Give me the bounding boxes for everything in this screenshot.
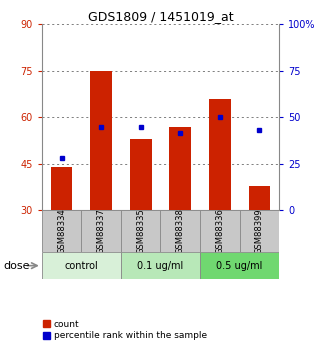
Text: GSM88334: GSM88334 — [57, 208, 66, 254]
Bar — [209, 99, 231, 210]
Legend: count, percentile rank within the sample: count, percentile rank within the sample — [43, 320, 207, 341]
Text: GSM88336: GSM88336 — [215, 208, 224, 254]
Text: 0.5 ug/ml: 0.5 ug/ml — [216, 261, 263, 270]
Text: GSM88338: GSM88338 — [176, 208, 185, 254]
Bar — [90, 71, 112, 210]
Text: dose: dose — [3, 261, 30, 270]
Bar — [248, 186, 270, 210]
Text: control: control — [65, 261, 98, 270]
Bar — [121, 252, 200, 279]
Bar — [130, 139, 152, 210]
Bar — [160, 210, 200, 252]
Text: GSM88335: GSM88335 — [136, 208, 145, 254]
Bar — [121, 210, 160, 252]
Title: GDS1809 / 1451019_at: GDS1809 / 1451019_at — [88, 10, 233, 23]
Bar — [81, 210, 121, 252]
Bar — [42, 252, 121, 279]
Bar — [42, 210, 81, 252]
Bar — [200, 252, 279, 279]
Bar — [200, 210, 240, 252]
Bar — [51, 167, 73, 210]
Text: GSM88337: GSM88337 — [97, 208, 106, 254]
Text: GSM88399: GSM88399 — [255, 208, 264, 254]
Bar — [169, 127, 191, 210]
Bar — [240, 210, 279, 252]
Text: 0.1 ug/ml: 0.1 ug/ml — [137, 261, 184, 270]
